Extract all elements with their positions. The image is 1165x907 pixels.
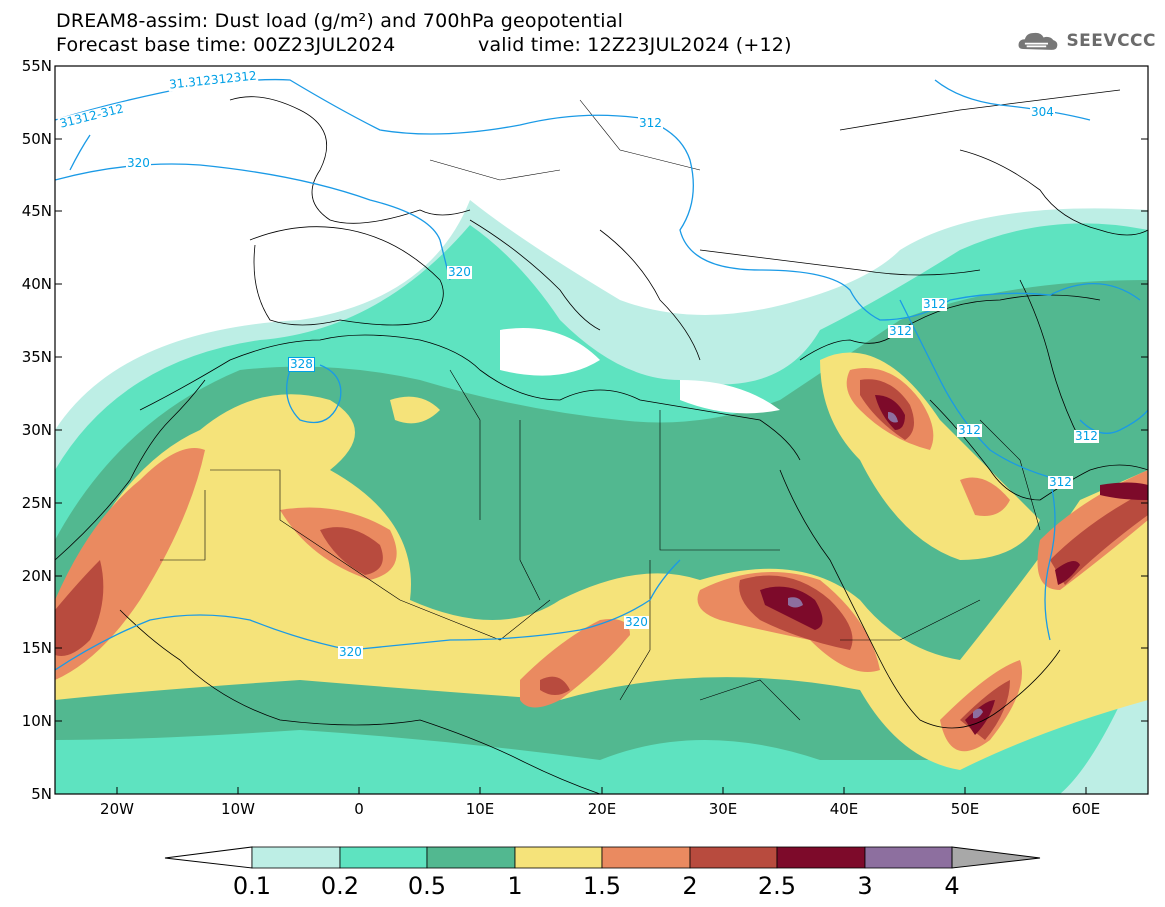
lat-label: 30N bbox=[21, 421, 52, 439]
contour-label: 320 bbox=[447, 265, 472, 279]
contour-label: 320 bbox=[126, 156, 151, 170]
dust-band-3 bbox=[760, 586, 823, 630]
cloud-icon bbox=[1018, 32, 1058, 50]
contour-label: 312 bbox=[922, 297, 947, 311]
colorbar-label: 0.5 bbox=[407, 872, 447, 900]
logo-text: SEEVCCC bbox=[1066, 31, 1156, 51]
contour-label: 320 bbox=[624, 615, 649, 629]
dust-band-2 bbox=[55, 560, 104, 656]
contour-label: 312 bbox=[957, 423, 982, 437]
colorbar-label: 2.5 bbox=[757, 872, 797, 900]
contour-label: 328 bbox=[288, 357, 315, 372]
borders bbox=[160, 99, 1041, 721]
colorbar-label: 0.1 bbox=[232, 872, 272, 900]
lon-label: 10W bbox=[221, 800, 255, 818]
lat-label: 50N bbox=[21, 130, 52, 148]
colorbar bbox=[164, 846, 1041, 869]
colorbar-label: 1.5 bbox=[582, 872, 622, 900]
lon-label: 0 bbox=[354, 800, 364, 818]
lat-label: 10N bbox=[21, 712, 52, 730]
title-line-1: DREAM8-assim: Dust load (g/m²) and 700hP… bbox=[56, 10, 624, 32]
contour-label: 312 bbox=[1048, 475, 1073, 489]
lat-label: 55N bbox=[21, 57, 52, 75]
contour-label: 312 bbox=[888, 324, 913, 338]
lat-label: 45N bbox=[21, 202, 52, 220]
contour-label: 304 bbox=[1030, 105, 1055, 119]
dust-band-1 bbox=[55, 394, 1148, 770]
contour-label: 312 bbox=[1074, 429, 1099, 443]
colorbar-label: 3 bbox=[857, 872, 873, 900]
contour-label: 320 bbox=[338, 645, 363, 659]
lon-label: 20E bbox=[587, 800, 617, 818]
colorbar-label: 2 bbox=[682, 872, 698, 900]
lon-label: 60E bbox=[1071, 800, 1101, 818]
lat-label: 5N bbox=[31, 785, 52, 803]
lat-label: 35N bbox=[21, 348, 52, 366]
valid-time: valid time: 12Z23JUL2024 (+12) bbox=[478, 34, 792, 56]
lat-label: 20N bbox=[21, 567, 52, 585]
forecast-base-time: Forecast base time: 00Z23JUL2024 bbox=[56, 34, 396, 56]
lon-label: 40E bbox=[829, 800, 859, 818]
coastlines bbox=[55, 89, 1148, 794]
lon-label: 30E bbox=[708, 800, 738, 818]
seevccc-logo: SEEVCCC bbox=[1016, 26, 1156, 56]
lat-label: 15N bbox=[21, 639, 52, 657]
lon-label: 50E bbox=[950, 800, 980, 818]
lat-label: 25N bbox=[21, 494, 52, 512]
lon-label: 20W bbox=[100, 800, 134, 818]
contour-label: 312 bbox=[638, 116, 663, 130]
colorbar-label: 4 bbox=[944, 872, 960, 900]
colorbar-label: 1 bbox=[507, 872, 523, 900]
colorbar-label: 0.2 bbox=[320, 872, 360, 900]
lon-label: 10E bbox=[465, 800, 495, 818]
lat-label: 40N bbox=[21, 275, 52, 293]
